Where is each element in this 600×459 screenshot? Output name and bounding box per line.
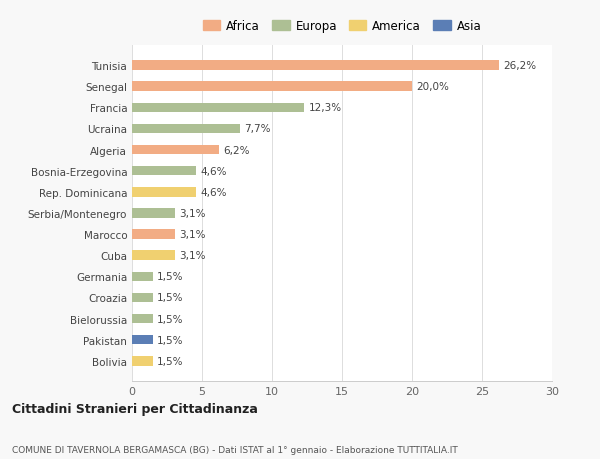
Bar — [132, 293, 153, 302]
Text: Cittadini Stranieri per Cittadinanza: Cittadini Stranieri per Cittadinanza — [12, 403, 258, 415]
Bar — [132, 82, 412, 92]
Text: 1,5%: 1,5% — [157, 335, 184, 345]
Bar — [132, 167, 196, 176]
Bar — [132, 209, 175, 218]
Text: 7,7%: 7,7% — [244, 124, 271, 134]
Bar — [132, 230, 175, 239]
Text: 3,1%: 3,1% — [179, 251, 206, 261]
Text: COMUNE DI TAVERNOLA BERGAMASCA (BG) - Dati ISTAT al 1° gennaio - Elaborazione TU: COMUNE DI TAVERNOLA BERGAMASCA (BG) - Da… — [12, 445, 458, 454]
Bar — [132, 272, 153, 281]
Bar — [132, 188, 196, 197]
Text: 4,6%: 4,6% — [200, 187, 227, 197]
Text: 1,5%: 1,5% — [157, 356, 184, 366]
Bar — [132, 314, 153, 324]
Bar — [132, 61, 499, 71]
Bar — [132, 124, 240, 134]
Text: 3,1%: 3,1% — [179, 230, 206, 240]
Text: 1,5%: 1,5% — [157, 293, 184, 303]
Bar — [132, 251, 175, 260]
Bar — [132, 356, 153, 366]
Text: 26,2%: 26,2% — [503, 61, 536, 71]
Text: 6,2%: 6,2% — [223, 145, 250, 155]
Text: 4,6%: 4,6% — [200, 166, 227, 176]
Bar — [132, 146, 219, 155]
Text: 12,3%: 12,3% — [308, 103, 341, 113]
Bar — [132, 103, 304, 113]
Legend: Africa, Europa, America, Asia: Africa, Europa, America, Asia — [199, 17, 485, 37]
Bar — [132, 335, 153, 345]
Text: 3,1%: 3,1% — [179, 208, 206, 218]
Text: 1,5%: 1,5% — [157, 272, 184, 282]
Text: 20,0%: 20,0% — [416, 82, 449, 92]
Text: 1,5%: 1,5% — [157, 314, 184, 324]
